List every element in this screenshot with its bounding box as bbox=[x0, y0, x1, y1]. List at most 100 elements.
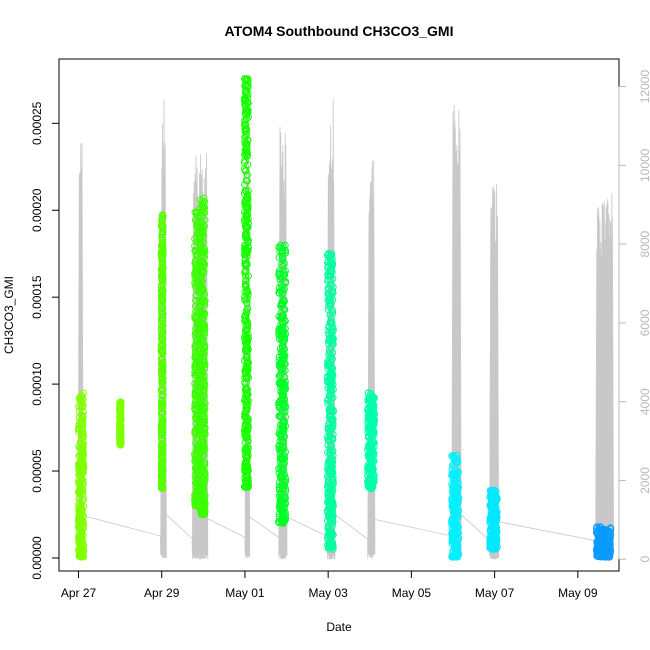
data-point bbox=[325, 285, 333, 293]
data-point bbox=[243, 125, 251, 133]
data-point bbox=[158, 403, 166, 412]
data-point bbox=[365, 478, 373, 486]
data-point bbox=[199, 385, 207, 393]
data-point bbox=[158, 222, 166, 230]
series-11 bbox=[486, 486, 501, 553]
data-point bbox=[326, 543, 334, 551]
data-point bbox=[597, 523, 605, 532]
data-point bbox=[197, 393, 205, 401]
data-point bbox=[77, 392, 85, 400]
data-point bbox=[75, 407, 83, 415]
data-point bbox=[116, 412, 124, 420]
data-point bbox=[326, 390, 334, 398]
data-point bbox=[326, 410, 334, 418]
data-point bbox=[198, 367, 206, 375]
data-point bbox=[324, 460, 332, 468]
data-point bbox=[279, 506, 287, 514]
data-point bbox=[326, 376, 334, 384]
x-tick-label: May 07 bbox=[475, 586, 515, 600]
data-point bbox=[196, 472, 204, 480]
data-point bbox=[279, 327, 287, 335]
data-point bbox=[276, 275, 284, 283]
data-point bbox=[77, 439, 85, 448]
data-point bbox=[158, 314, 166, 322]
series-3 bbox=[157, 211, 167, 492]
x-axis: Apr 27 Apr 29 May 01 May 03 May 05 May 07 May … bbox=[61, 570, 598, 600]
data-point bbox=[158, 291, 166, 299]
data-point bbox=[199, 287, 207, 295]
data-point bbox=[329, 336, 337, 344]
data-point bbox=[370, 456, 378, 465]
data-point bbox=[197, 240, 205, 249]
data-point bbox=[158, 396, 166, 404]
series-8 bbox=[323, 249, 337, 553]
data-point bbox=[201, 380, 209, 388]
data-point bbox=[197, 266, 205, 275]
series-5 bbox=[196, 194, 209, 519]
data-point bbox=[326, 335, 334, 344]
data-point bbox=[158, 250, 166, 258]
data-point bbox=[243, 177, 251, 185]
data-point bbox=[158, 451, 166, 459]
data-point bbox=[241, 462, 249, 470]
data-point bbox=[79, 495, 87, 503]
data-point bbox=[596, 536, 604, 544]
data-point bbox=[364, 416, 372, 424]
data-point bbox=[450, 460, 458, 468]
data-point bbox=[327, 363, 335, 371]
data-point bbox=[196, 331, 204, 339]
data-point bbox=[241, 140, 249, 148]
data-point bbox=[200, 415, 208, 424]
data-point bbox=[600, 543, 608, 551]
data-point bbox=[328, 530, 336, 538]
data-point bbox=[328, 434, 336, 443]
data-point bbox=[201, 405, 209, 413]
data-point bbox=[241, 87, 250, 96]
data-point bbox=[278, 476, 286, 484]
data-point bbox=[277, 489, 285, 497]
data-point bbox=[159, 369, 167, 377]
data-point bbox=[243, 209, 251, 217]
y-tick-label: 0.00010 bbox=[30, 362, 44, 406]
data-point bbox=[197, 212, 206, 220]
data-point bbox=[329, 512, 337, 520]
data-point bbox=[241, 133, 249, 141]
data-point bbox=[327, 314, 335, 322]
data-point bbox=[280, 269, 288, 277]
data-point bbox=[327, 426, 335, 434]
data-point bbox=[491, 486, 499, 494]
data-point bbox=[117, 439, 125, 447]
data-point bbox=[278, 519, 287, 527]
data-point bbox=[198, 423, 206, 431]
data-point bbox=[159, 341, 167, 349]
data-point bbox=[279, 442, 287, 450]
data-point bbox=[198, 308, 206, 316]
data-point bbox=[490, 521, 498, 529]
data-point bbox=[448, 494, 457, 502]
data-point bbox=[278, 426, 286, 434]
data-point bbox=[117, 400, 125, 408]
y2-tick-label: 6000 bbox=[638, 309, 650, 336]
data-point bbox=[593, 529, 601, 537]
data-point bbox=[241, 75, 249, 83]
data-point bbox=[364, 451, 372, 459]
data-point bbox=[75, 460, 83, 468]
data-point bbox=[198, 462, 206, 470]
data-point bbox=[277, 371, 285, 379]
data-point bbox=[244, 223, 252, 231]
data-point bbox=[278, 379, 287, 387]
data-point bbox=[367, 397, 375, 405]
data-point bbox=[367, 390, 375, 398]
data-point bbox=[116, 429, 124, 437]
data-point bbox=[454, 534, 462, 542]
data-point bbox=[200, 343, 208, 351]
data-point bbox=[200, 506, 209, 514]
data-point bbox=[279, 344, 287, 352]
data-point bbox=[241, 395, 249, 403]
data-point bbox=[241, 121, 249, 129]
data-point bbox=[157, 355, 165, 363]
x-tick-label: Apr 29 bbox=[144, 586, 180, 600]
data-point bbox=[602, 551, 610, 559]
data-point bbox=[75, 422, 83, 430]
data-point bbox=[197, 371, 205, 379]
